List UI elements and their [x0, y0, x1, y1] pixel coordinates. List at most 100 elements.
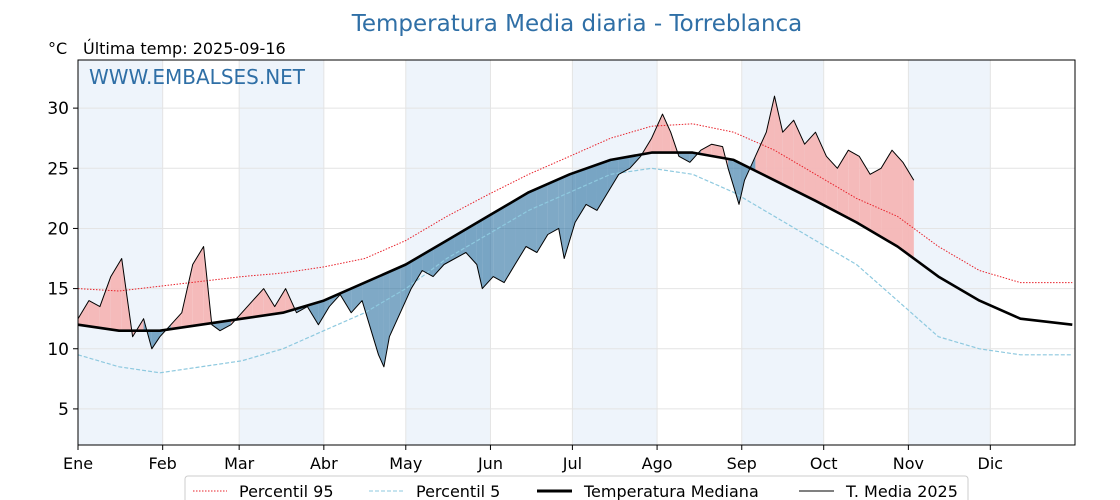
x-tick-label: Oct: [810, 454, 838, 473]
below-median-fill: [482, 213, 494, 289]
y-tick-label: 25: [47, 159, 69, 179]
below-median-fill: [454, 229, 466, 259]
below-median-fill: [733, 159, 740, 205]
y-axis: 5 10 15 20 25 30: [47, 99, 78, 420]
below-median-fill: [476, 219, 483, 289]
below-median-fill: [422, 248, 434, 277]
above-median-fill: [99, 276, 111, 330]
x-tick-label: Jun: [477, 454, 503, 473]
above-median-fill: [662, 114, 671, 153]
below-median-fill: [433, 242, 445, 277]
below-median-fill: [220, 320, 231, 331]
below-median-fill: [444, 235, 455, 265]
y-tick-label: 10: [47, 340, 69, 360]
last-temp-label: Última temp: 2025-09-16: [83, 39, 286, 58]
above-median-fill: [881, 150, 892, 244]
legend: Percentil 95 Percentil 5 Temperatura Med…: [184, 475, 969, 500]
above-median-fill: [241, 300, 253, 319]
above-median-fill: [766, 96, 775, 181]
below-median-fill: [351, 283, 363, 313]
x-axis: Ene Feb Mar Abr May Jun Jul Ago Sep Oct Nov Dic: [63, 445, 1003, 473]
above-median-fill: [891, 150, 903, 251]
y-unit-label: °C: [48, 39, 67, 58]
above-median-fill: [804, 132, 816, 201]
above-median-fill: [755, 132, 767, 177]
below-median-fill: [547, 179, 559, 235]
series-2025-line: [77, 95, 915, 368]
x-tick-label: May: [389, 454, 422, 473]
x-tick-label: Jul: [562, 454, 582, 473]
below-median-fill: [373, 276, 379, 355]
x-tick-label: Feb: [149, 454, 177, 473]
series-p5-line: [77, 167, 1073, 374]
series-lines: [77, 95, 1073, 374]
below-median-fill: [515, 193, 526, 265]
above-median-fill: [700, 144, 712, 157]
legend-box: [184, 475, 969, 500]
series-median-line: [77, 151, 1073, 332]
above-median-fill: [263, 288, 275, 316]
below-median-fill: [607, 158, 619, 193]
above-median-fill: [252, 288, 264, 318]
month-band: [572, 60, 658, 445]
below-median-fill: [151, 330, 160, 349]
below-median-fill: [504, 200, 516, 283]
above-median-fill: [110, 258, 122, 331]
month-band: [741, 60, 824, 445]
above-median-fill: [192, 246, 204, 326]
below-median-fill: [378, 274, 384, 367]
below-median-fill: [340, 288, 352, 313]
below-median-fill: [362, 278, 374, 337]
below-median-fill: [575, 168, 587, 223]
below-median-fill: [558, 176, 565, 259]
below-median-fill: [536, 183, 548, 253]
x-tick-label: Abr: [310, 454, 338, 473]
below-median-fill: [318, 298, 330, 325]
y-tick-label: 20: [47, 219, 69, 239]
below-median-fill: [307, 302, 319, 325]
month-band: [78, 60, 163, 445]
x-tick-label: Sep: [727, 454, 757, 473]
above-median-fill: [826, 156, 838, 213]
below-median-fill: [400, 261, 412, 313]
x-tick-label: Dic: [978, 454, 1004, 473]
below-median-fill: [411, 254, 423, 289]
chart-title: Temperatura Media diaria - Torreblanca: [351, 11, 803, 37]
y-tick-label: 30: [47, 99, 69, 119]
above-median-fill: [774, 96, 783, 185]
legend-label-2025: T. Media 2025: [845, 482, 958, 500]
x-tick-label: Mar: [224, 454, 255, 473]
legend-label-p5: Percentil 5: [416, 482, 500, 500]
x-tick-label: Ago: [642, 454, 673, 473]
anomaly-fills: [78, 96, 914, 367]
legend-label-p95: Percentil 95: [239, 482, 334, 500]
above-median-fill: [859, 156, 871, 231]
below-median-fill: [739, 162, 745, 205]
above-median-fill: [902, 162, 914, 259]
plot-frame: [77, 59, 1076, 446]
below-median-fill: [586, 164, 597, 211]
watermark: WWW.EMBALSES.NET: [89, 65, 306, 89]
above-median-fill: [170, 312, 182, 330]
below-median-fill: [525, 188, 537, 253]
below-median-fill: [389, 266, 401, 337]
month-bands: [78, 60, 991, 445]
above-median-fill: [88, 300, 100, 328]
above-median-fill: [181, 264, 193, 328]
below-median-fill: [493, 206, 505, 283]
x-tick-label: Ene: [63, 454, 93, 473]
x-tick-label: Nov: [893, 454, 924, 473]
series-p95-line: [77, 123, 1073, 292]
above-median-fill: [870, 168, 882, 237]
below-median-fill: [596, 160, 608, 211]
y-tick-label: 5: [58, 400, 69, 420]
legend-label-median: Temperatura Mediana: [583, 482, 759, 500]
above-median-fill: [848, 150, 860, 225]
below-median-fill: [618, 156, 630, 175]
y-tick-label: 15: [47, 280, 69, 300]
below-median-fill: [728, 158, 734, 187]
above-median-fill: [837, 150, 849, 219]
above-median-fill: [651, 114, 663, 153]
above-median-fill: [78, 300, 89, 327]
